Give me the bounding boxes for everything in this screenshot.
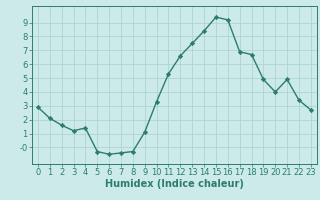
X-axis label: Humidex (Indice chaleur): Humidex (Indice chaleur) — [105, 179, 244, 189]
